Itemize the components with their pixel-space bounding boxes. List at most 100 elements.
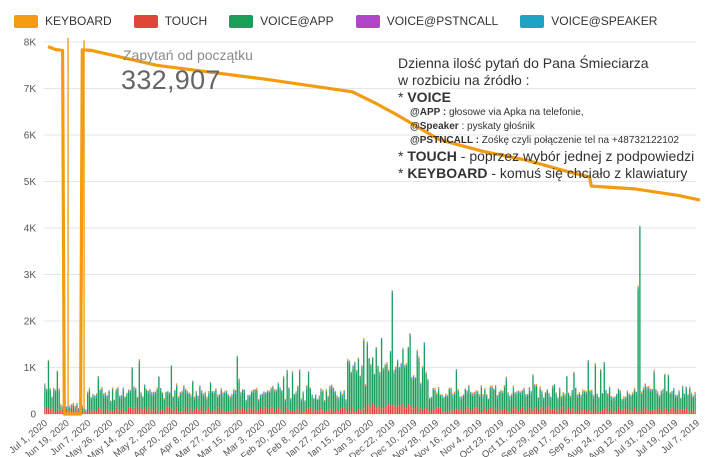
bar-keyboard (300, 398, 303, 401)
bar-voice-app (555, 394, 557, 412)
bar-touch (300, 411, 303, 414)
bar-voice-app (598, 398, 600, 411)
bar-voice-app (377, 368, 379, 407)
bar-voice-app (135, 389, 137, 408)
bar-voice-app (124, 397, 126, 412)
bar-touch (628, 410, 630, 414)
bar-voice-app (420, 386, 422, 409)
bar-keyboard (619, 390, 621, 392)
bar-voice-speaker (208, 392, 210, 396)
bar-voice-app (47, 361, 50, 408)
legend-item[interactable]: VOICE@PSTNCALL (355, 14, 498, 28)
bar-touch (432, 409, 434, 414)
bar-keyboard (145, 388, 148, 391)
bar-voice-app (311, 397, 313, 412)
bar-voice-speaker (44, 385, 46, 388)
bar-voice-speaker (190, 396, 192, 398)
bar-voice-app (478, 397, 481, 413)
bar-keyboard (404, 364, 406, 366)
bar-keyboard (642, 387, 645, 389)
bar-voice-speaker (503, 386, 506, 388)
bar-touch (322, 410, 324, 414)
bar-keyboard (311, 394, 313, 395)
bar-touch (436, 407, 438, 414)
bar-voice-app (646, 389, 648, 409)
bar-keyboard (192, 380, 194, 382)
bar-keyboard (304, 400, 306, 401)
bar-voice-pstn (286, 370, 288, 371)
bar-keyboard (58, 388, 60, 390)
bar-voice-app (518, 392, 520, 412)
legend-label: TOUCH (164, 14, 208, 28)
bar-touch (124, 411, 126, 414)
bar-keyboard (152, 391, 155, 393)
bar-voice-app (457, 391, 459, 411)
bar-touch (274, 411, 276, 414)
bar-touch (578, 407, 580, 414)
y-tick-label: 3K (24, 270, 37, 281)
bar-keyboard (411, 376, 413, 379)
legend-item[interactable]: VOICE@APP (229, 14, 334, 28)
bar-keyboard (453, 391, 456, 394)
bar-voice-speaker (370, 365, 372, 368)
bar-voice-speaker (685, 387, 687, 389)
bar-voice-pstn (364, 385, 367, 386)
bar-voice-app (416, 354, 418, 406)
bar-touch (231, 411, 233, 414)
bar-keyboard (457, 388, 459, 391)
bar-keyboard (348, 360, 351, 362)
legend-item[interactable]: KEYBOARD (14, 14, 112, 28)
bar-voice-speaker (261, 394, 263, 397)
bar-keyboard (681, 385, 684, 387)
bar-keyboard (95, 393, 98, 395)
bar-keyboard (612, 396, 614, 398)
bar-keyboard (382, 367, 385, 369)
bar-keyboard (69, 405, 71, 407)
bar-voice-pstn (95, 394, 98, 396)
bar-touch (486, 410, 488, 414)
bar-touch (443, 411, 445, 414)
bar-touch (409, 405, 411, 414)
bar-touch (170, 408, 173, 414)
bar-touch (152, 410, 155, 414)
bar-voice-app (462, 395, 465, 410)
bar-voice-app (257, 401, 260, 411)
bar-voice-app (507, 394, 509, 412)
bar-touch (678, 409, 680, 414)
bar-voice-speaker (290, 399, 292, 402)
bar-touch (97, 407, 100, 414)
y-tick-label: 4K (24, 224, 37, 235)
bar-touch (553, 408, 556, 414)
bar-voice-speaker (165, 391, 167, 393)
bar-keyboard (179, 391, 181, 393)
bar-voice-app (537, 400, 540, 412)
bar-voice-app (136, 397, 139, 412)
legend-item[interactable]: VOICE@SPEAKER (520, 14, 657, 28)
bar-touch (398, 404, 401, 414)
bar-voice-app (149, 392, 151, 411)
bar-touch (104, 409, 107, 414)
bar-voice-app (341, 397, 344, 408)
bar-voice-app (117, 389, 119, 410)
bar-voice-speaker (186, 392, 189, 395)
bar-voice-pstn (575, 387, 577, 389)
bar-voice-app (272, 388, 274, 408)
bar-voice-app (234, 393, 237, 410)
bar-voice-pstn (257, 399, 260, 401)
bar-keyboard (347, 358, 349, 361)
bar-keyboard (633, 387, 636, 390)
bar-voice-speaker (648, 388, 650, 389)
bar-voice-app (500, 391, 502, 411)
bar-touch (53, 411, 55, 414)
bar-keyboard (357, 357, 360, 359)
bar-voice-app (197, 398, 199, 410)
legend-item[interactable]: TOUCH (133, 14, 208, 28)
bar-voice-app (639, 228, 641, 411)
bar-keyboard (161, 392, 164, 393)
bar-touch (304, 412, 306, 414)
bar-voice-app (391, 292, 393, 405)
bar-voice-app (86, 394, 89, 411)
bar-keyboard (416, 349, 418, 352)
bar-keyboard (204, 391, 206, 394)
bar-touch (667, 411, 670, 414)
